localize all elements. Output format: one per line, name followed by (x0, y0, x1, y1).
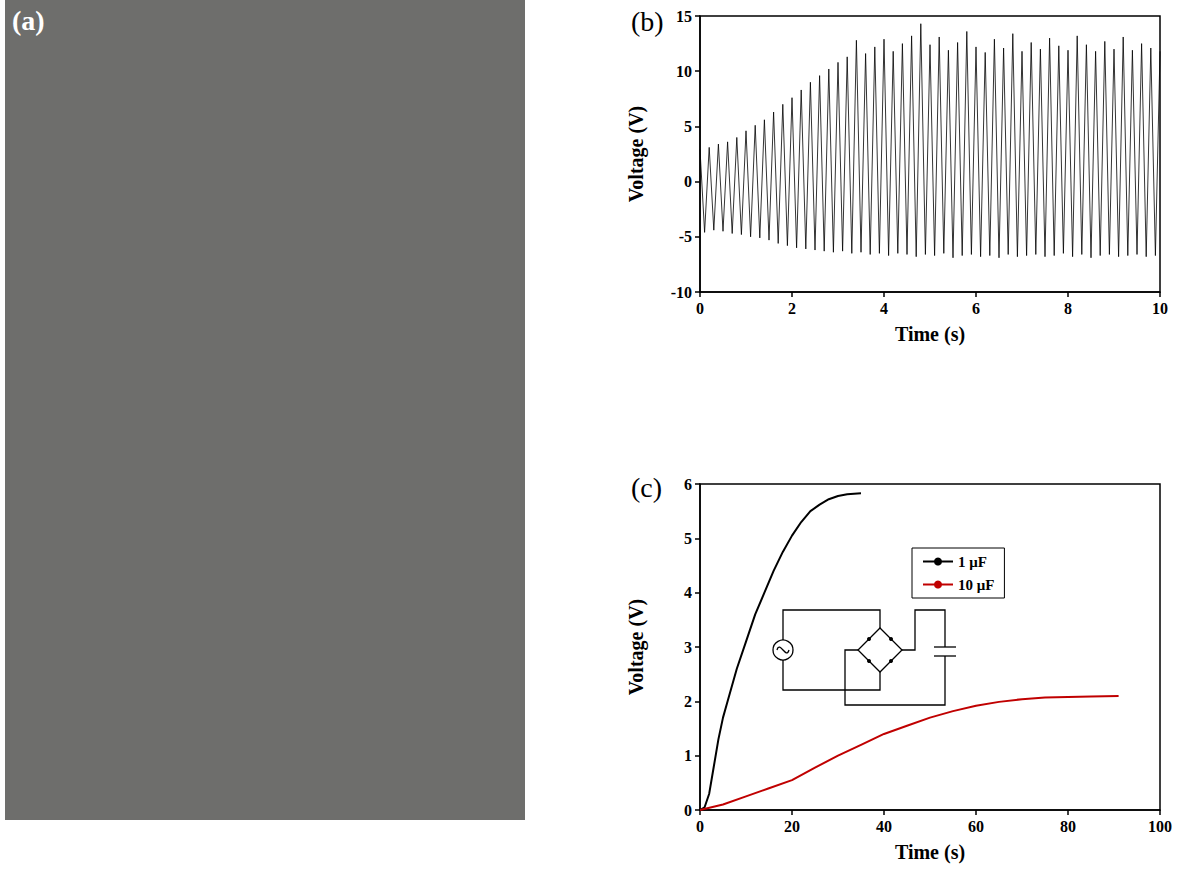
svg-text:Time (s): Time (s) (895, 323, 965, 346)
svg-text:1 μF: 1 μF (958, 554, 987, 570)
svg-text:8: 8 (1064, 300, 1072, 317)
svg-text:4: 4 (684, 584, 692, 601)
svg-text:80: 80 (1060, 818, 1076, 835)
svg-text:100: 100 (1148, 818, 1172, 835)
svg-text:10: 10 (676, 63, 692, 80)
svg-text:3: 3 (684, 639, 692, 656)
svg-text:20: 20 (784, 818, 800, 835)
svg-text:0: 0 (696, 818, 704, 835)
svg-text:2: 2 (684, 693, 692, 710)
svg-text:0: 0 (684, 173, 692, 190)
svg-text:-5: -5 (679, 228, 692, 245)
svg-text:6: 6 (684, 476, 692, 493)
svg-text:(a): (a) (12, 5, 45, 36)
svg-text:0: 0 (684, 802, 692, 819)
svg-text:2: 2 (788, 300, 796, 317)
svg-text:-10: -10 (671, 284, 692, 301)
svg-text:Voltage (V): Voltage (V) (625, 106, 648, 202)
svg-text:6: 6 (972, 300, 980, 317)
svg-text:(c): (c) (631, 472, 662, 503)
svg-text:Time (s): Time (s) (895, 841, 965, 864)
svg-text:1: 1 (684, 747, 692, 764)
svg-text:4: 4 (880, 300, 888, 317)
svg-text:10 μF: 10 μF (958, 577, 994, 593)
svg-text:40: 40 (876, 818, 892, 835)
svg-text:(b): (b) (631, 6, 664, 37)
svg-text:10: 10 (1152, 300, 1168, 317)
svg-text:5: 5 (684, 118, 692, 135)
svg-text:5: 5 (684, 530, 692, 547)
svg-text:15: 15 (676, 8, 692, 25)
svg-text:Voltage (V): Voltage (V) (625, 599, 648, 695)
svg-text:60: 60 (968, 818, 984, 835)
svg-text:0: 0 (696, 300, 704, 317)
